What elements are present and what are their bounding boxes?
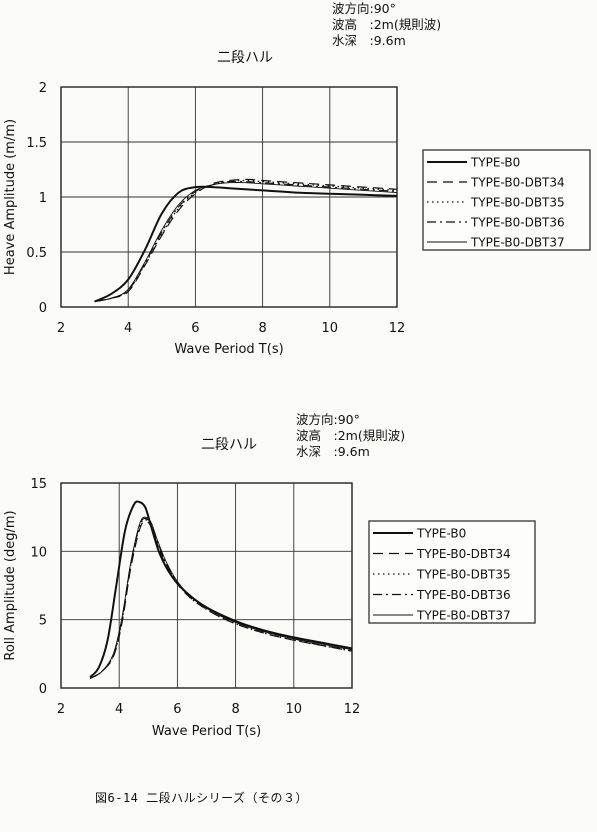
legend-box: [422, 149, 591, 251]
x-tick-label: 8: [231, 702, 239, 717]
legend-box: [368, 520, 536, 624]
series-line-type-b0: [94, 185, 398, 303]
series-line-type-b0: [89, 500, 353, 678]
legend-label: TYPE-B0-DBT34: [416, 547, 511, 561]
y-tick-label: 0: [39, 301, 47, 316]
condition-text: 波方向:90°: [296, 412, 360, 427]
legend-label: TYPE-B0: [470, 156, 520, 170]
legend-label: TYPE-B0-DBT36: [416, 588, 511, 602]
legend-label: TYPE-B0-DBT36: [470, 216, 565, 230]
condition-text: 波方向:90°: [332, 1, 396, 16]
y-tick-label: 0.5: [26, 246, 47, 261]
legend: TYPE-B0 TYPE-B0-DBT34 TYPE-B0-DBT35 TYPE-B0…: [368, 520, 536, 624]
x-tick-label: 4: [115, 702, 123, 717]
legend-label: TYPE-B0-DBT37: [416, 609, 511, 623]
chart-title: 二段ハル: [217, 50, 273, 66]
condition-text: 水深 :9.6m: [296, 444, 370, 459]
legend-label: TYPE-B0-DBT35: [416, 568, 511, 582]
chart-1: 2 4 6 8 10 12 0 0.5 1 1.5 2 Wave Period T(s) Heave A…: [3, 1, 591, 357]
chart-title: 二段ハル: [201, 437, 257, 453]
legend-label: TYPE-B0-DBT35: [470, 196, 565, 210]
condition-text: 波高 :2m(規則波): [332, 17, 441, 32]
y-axis-label: Roll Amplitude (deg/m): [3, 510, 18, 660]
series-line-type-b0-dbt36: [89, 517, 353, 679]
chart-2: 2 4 6 8 10 12 0 5 10 15 Wave Period T(s) Roll Ampli…: [3, 412, 536, 739]
y-tick-label: 0: [39, 682, 47, 697]
x-tick-label: 6: [173, 702, 181, 717]
legend-label: TYPE-B0-DBT34: [470, 176, 565, 190]
y-tick-label: 15: [30, 477, 47, 492]
series-line-type-b0-dbt37: [89, 516, 353, 679]
x-axis-label: Wave Period T(s): [174, 342, 283, 357]
x-tick-label: 6: [191, 321, 199, 336]
x-tick-label: 10: [286, 702, 303, 717]
series-line-type-b0-dbt34: [94, 178, 398, 303]
y-tick-label: 10: [30, 545, 47, 560]
x-tick-label: 2: [57, 702, 65, 717]
x-tick-label: 12: [344, 702, 361, 717]
series-line-type-b0-dbt36: [94, 180, 398, 303]
x-tick-label: 12: [389, 321, 406, 336]
series-line-type-b0-dbt34: [89, 520, 353, 679]
plot-area: [60, 482, 353, 689]
series-line-type-b0-dbt35: [94, 179, 398, 303]
x-axis-label: Wave Period T(s): [152, 724, 261, 739]
legend: TYPE-B0 TYPE-B0-DBT34 TYPE-B0-DBT35 TYPE-B0…: [422, 149, 591, 251]
legend-label: TYPE-B0: [416, 527, 466, 541]
series-line-type-b0-dbt35: [89, 519, 353, 679]
y-tick-label: 1.5: [26, 136, 47, 151]
legend-label: TYPE-B0-DBT37: [470, 236, 565, 250]
y-axis-label: Heave Amplitude (m/m): [3, 119, 18, 275]
condition-text: 波高 :2m(規則波): [296, 428, 405, 443]
series-line-type-b0-dbt37: [94, 182, 398, 302]
x-tick-label: 2: [57, 321, 65, 336]
figure-caption: 図6-14 二段ハルシリーズ（その３）: [95, 791, 309, 805]
y-tick-label: 1: [39, 191, 47, 206]
x-tick-label: 10: [322, 321, 339, 336]
x-tick-label: 4: [124, 321, 132, 336]
x-tick-label: 8: [258, 321, 266, 336]
condition-text: 水深 :9.6m: [332, 33, 406, 48]
y-tick-label: 2: [39, 81, 47, 96]
y-tick-label: 5: [39, 614, 47, 629]
